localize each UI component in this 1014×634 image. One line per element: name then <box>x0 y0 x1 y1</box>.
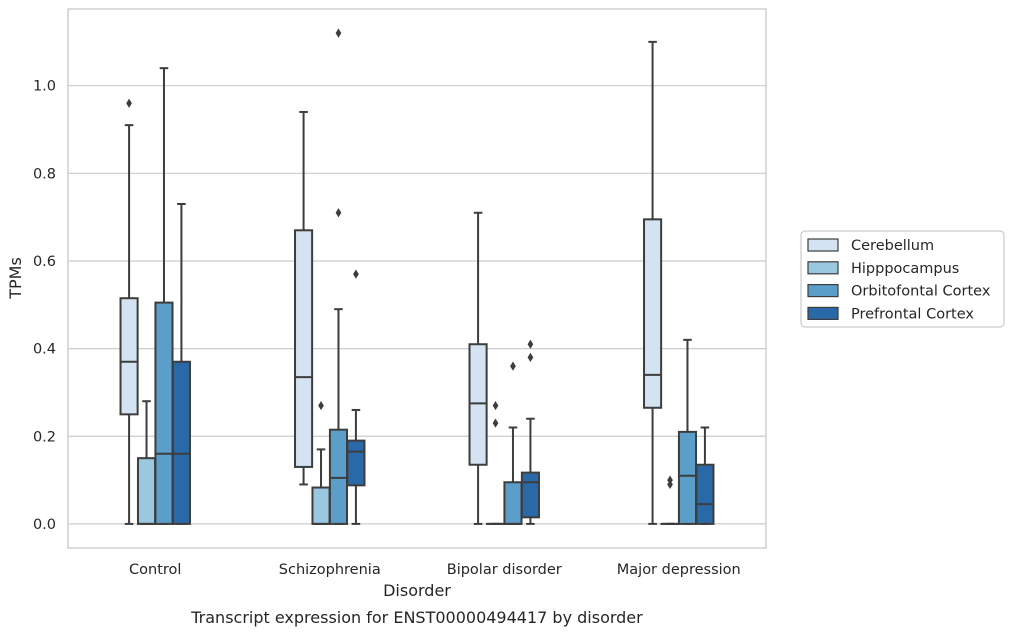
box <box>154 301 174 525</box>
outlier-point <box>492 400 499 411</box>
legend-frame <box>800 230 1005 328</box>
legend-items: Cerebellum Hipppocampus Orbitofontal Corte… <box>807 238 991 322</box>
box <box>643 218 663 409</box>
plot-area-frame <box>67 8 767 549</box>
box <box>677 430 698 525</box>
legend-swatch <box>807 284 839 298</box>
box-group <box>311 400 331 525</box>
outlier-point <box>510 361 516 371</box>
box <box>311 486 331 525</box>
legend-label: Prefrontal Cortex <box>851 306 974 322</box>
legend: Cerebellum Hipppocampus Orbitofontal Corte… <box>800 230 1005 328</box>
box <box>468 343 488 466</box>
box-group <box>294 110 314 486</box>
outlier-point <box>335 28 342 38</box>
y-tick-label: 0.8 <box>33 166 56 182</box>
y-axis-label: TPMs <box>6 257 25 300</box>
box <box>695 463 715 525</box>
y-tick-labels: 0.0 0.2 0.4 0.6 0.8 1.0 <box>33 79 56 533</box>
box-group <box>485 400 506 525</box>
box <box>119 297 139 416</box>
legend-label: Cerebellum <box>851 238 934 254</box>
x-tick-label: Major depression <box>617 562 741 578</box>
chart-caption: Transcript expression for ENST0000049441… <box>190 608 643 627</box>
x-tick-label: Control <box>129 562 181 578</box>
x-axis-label: Disorder <box>383 581 451 600</box>
legend-swatch <box>807 261 839 275</box>
box-group <box>503 361 523 525</box>
legend-swatch <box>807 306 839 320</box>
y-tick-label: 0.4 <box>33 342 56 358</box>
box <box>520 471 540 519</box>
box-group <box>643 40 663 525</box>
box <box>328 428 349 525</box>
legend-label: Orbitofontal Cortex <box>851 284 991 300</box>
y-tick-label: 0.2 <box>33 429 56 445</box>
box-group <box>677 338 698 525</box>
outlier-point <box>527 339 534 349</box>
x-tick-labels: Control Schizophrenia Bipolar disorder Majo… <box>129 562 741 578</box>
box-group <box>328 28 349 525</box>
outlier-point <box>492 418 499 428</box>
box <box>346 439 366 487</box>
box-group <box>119 98 139 525</box>
outlier-point <box>353 269 359 279</box>
x-tick-label: Bipolar disorder <box>447 562 562 578</box>
box <box>503 481 523 525</box>
outlier-point <box>667 475 673 485</box>
box <box>136 457 157 525</box>
legend-swatch <box>807 238 839 252</box>
outlier-point <box>335 208 342 218</box>
box-groups <box>119 28 715 525</box>
box-group <box>660 475 680 525</box>
x-tick-label: Schizophrenia <box>279 562 381 578</box>
box <box>294 229 314 468</box>
legend-label: Hipppocampus <box>851 261 959 277</box>
y-tick-label: 0.6 <box>33 254 56 270</box>
outlier-point <box>318 400 324 411</box>
y-tick-label: 1.0 <box>33 79 56 95</box>
box <box>171 360 191 525</box>
box-group <box>171 203 191 525</box>
outlier-point <box>126 98 132 108</box>
box-group <box>346 269 366 525</box>
box-group <box>136 400 157 525</box>
y-tick-label: 0.0 <box>33 517 56 533</box>
outlier-point <box>527 352 534 362</box>
box-group <box>468 211 488 525</box>
box-group <box>154 67 174 525</box>
box-group <box>695 426 715 525</box>
box-group <box>520 339 540 525</box>
